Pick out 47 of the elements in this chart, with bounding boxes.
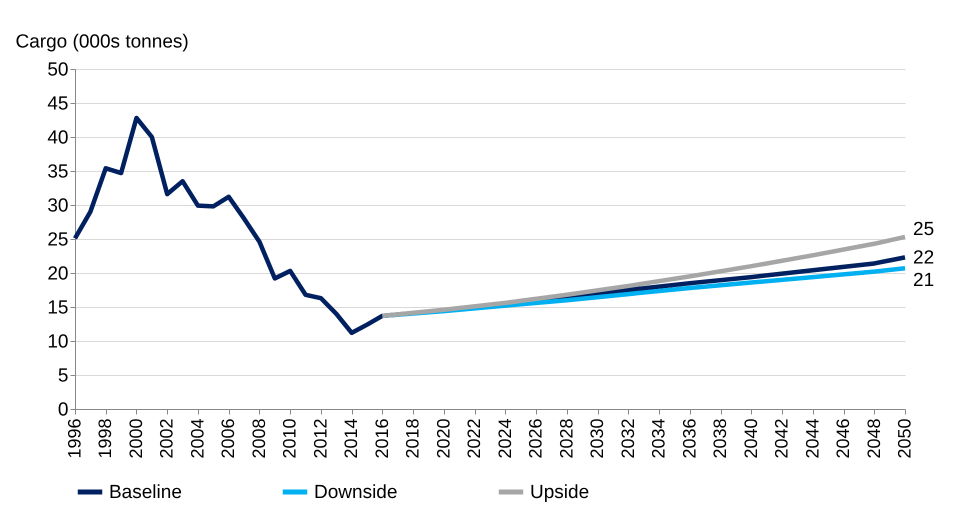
x-tick-label: 2028 (556, 418, 576, 459)
x-tick-label: 2042 (772, 418, 792, 459)
x-tick-label: 2040 (740, 418, 761, 459)
data-label: 22 (913, 247, 934, 268)
x-tick-label: 2046 (833, 418, 854, 459)
x-tick-label: 2022 (464, 418, 484, 459)
y-tick-label: 30 (47, 196, 68, 216)
line-series (380, 234, 908, 318)
x-tick-label: 2032 (618, 418, 638, 459)
y-tick-label: 35 (47, 162, 68, 182)
y-tick-label: 40 (47, 128, 68, 148)
legend-label: Upside (530, 482, 590, 503)
x-tick-label: 2030 (587, 418, 608, 459)
y-tick-label: 0 (58, 400, 68, 420)
y-tick-label: 10 (47, 332, 68, 352)
x-tick-label: 2002 (156, 418, 177, 459)
x-tick-label: 2006 (218, 418, 238, 459)
data-label: 25 (913, 218, 934, 240)
x-tick-label: 2004 (187, 418, 208, 459)
y-tick-label: 50 (47, 60, 68, 80)
x-tick-label: 2048 (864, 418, 884, 459)
x-tick-label: 2012 (310, 418, 330, 459)
x-tick-label: 2008 (248, 418, 269, 459)
x-tick-label: 2020 (433, 418, 454, 459)
y-tick-label: 25 (47, 230, 68, 250)
y-tick-label: 45 (47, 94, 68, 114)
legend-label: Baseline (109, 482, 182, 503)
x-tick-label: 1996 (64, 418, 84, 459)
x-tick-label: 2024 (494, 418, 515, 459)
x-tick-label: 2044 (802, 418, 822, 459)
y-tick-label: 5 (58, 366, 68, 386)
x-tick-label: 2034 (648, 418, 669, 459)
y-axis-title: Cargo (000s tonnes) (16, 32, 189, 52)
x-tick-label: 2010 (280, 418, 300, 459)
y-tick-label: 20 (47, 264, 68, 284)
x-tick-label: 2026 (526, 418, 546, 459)
x-tick-label: 2036 (679, 418, 700, 459)
y-tick-label: 15 (47, 298, 68, 318)
x-tick-label: 2038 (710, 418, 730, 459)
x-tick-label: 2018 (402, 418, 423, 459)
data-label: 21 (913, 270, 934, 292)
x-tick-label: 1998 (95, 418, 116, 459)
x-tick-label: 2016 (372, 418, 392, 459)
legend-label: Downside (314, 482, 398, 503)
x-tick-label: 2014 (341, 418, 362, 459)
x-tick-label: 2000 (126, 418, 146, 459)
x-tick-label: 2050 (894, 418, 914, 459)
